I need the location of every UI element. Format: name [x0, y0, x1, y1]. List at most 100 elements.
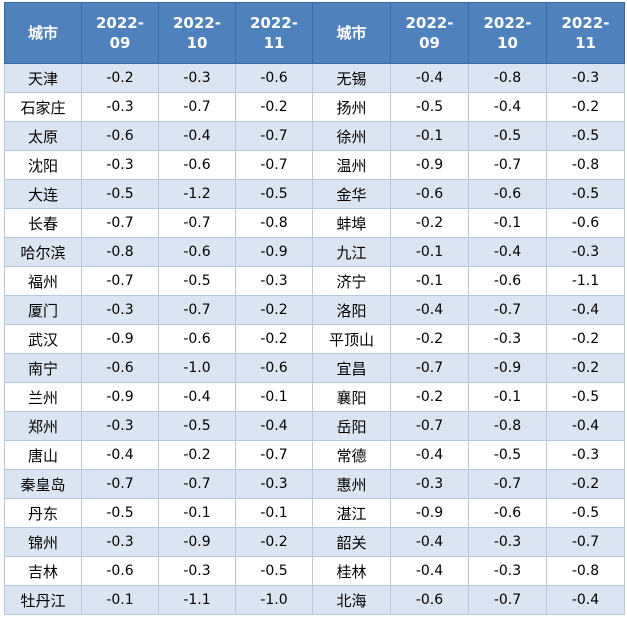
value-cell-left-1: -0.6	[81, 556, 159, 586]
value-cell-right-2: -0.1	[468, 208, 547, 238]
city-cell-right: 蚌埠	[312, 208, 391, 238]
value-cell-right-2: -0.9	[468, 353, 547, 383]
value-cell-left-1: -0.4	[81, 440, 159, 470]
city-cell-left: 厦门	[4, 295, 82, 325]
table-row: 天津 -0.2 -0.3 -0.6 无锡 -0.4 -0.8 -0.3	[4, 63, 625, 93]
value-cell-right-2: -0.6	[468, 179, 547, 209]
value-cell-left-3: -0.5	[235, 179, 313, 209]
value-cell-left-2: -1.1	[158, 585, 236, 615]
value-cell-right-3: -0.2	[546, 324, 625, 354]
city-cell-right: 扬州	[312, 92, 391, 122]
city-cell-left: 锦州	[4, 527, 82, 557]
value-cell-left-2: -0.7	[158, 295, 236, 325]
value-cell-right-1: -0.6	[390, 179, 469, 209]
city-cell-left: 武汉	[4, 324, 82, 354]
price-change-table-container: 城市 2022- 09 2022- 10 2022- 11 城市 2022- 09 20…	[4, 2, 625, 618]
value-cell-left-1: -0.8	[81, 237, 159, 267]
value-cell-right-2: -0.6	[468, 266, 547, 296]
table-row: 兰州 -0.9 -0.4 -0.1 襄阳 -0.2 -0.1 -0.5	[4, 382, 625, 412]
header-city-left: 城市	[4, 2, 82, 64]
city-cell-left: 丹东	[4, 498, 82, 528]
value-cell-right-1: -0.7	[390, 353, 469, 383]
value-cell-left-2: -0.6	[158, 237, 236, 267]
city-cell-right: 洛阳	[312, 295, 391, 325]
value-cell-right-2: -0.4	[468, 237, 547, 267]
value-cell-right-3: -0.5	[546, 382, 625, 412]
value-cell-right-1: -0.4	[390, 63, 469, 93]
value-cell-right-1: -0.4	[390, 295, 469, 325]
value-cell-left-2: -0.3	[158, 63, 236, 93]
value-cell-right-3: -0.3	[546, 63, 625, 93]
table-row: 石家庄 -0.3 -0.7 -0.2 扬州 -0.5 -0.4 -0.2	[4, 92, 625, 122]
value-cell-right-3: -0.4	[546, 411, 625, 441]
table-row: 太原 -0.6 -0.4 -0.7 徐州 -0.1 -0.5 -0.5	[4, 121, 625, 151]
value-cell-right-3: -0.3	[546, 237, 625, 267]
value-cell-right-1: -0.2	[390, 208, 469, 238]
city-cell-left: 太原	[4, 121, 82, 151]
value-cell-left-1: -0.9	[81, 324, 159, 354]
value-cell-left-3: -0.7	[235, 121, 313, 151]
value-cell-left-2: -0.7	[158, 92, 236, 122]
city-cell-left: 南宁	[4, 353, 82, 383]
value-cell-left-3: -0.3	[235, 469, 313, 499]
value-cell-right-2: -0.7	[468, 469, 547, 499]
value-cell-right-3: -0.5	[546, 121, 625, 151]
value-cell-left-1: -0.5	[81, 179, 159, 209]
table-row: 牡丹江 -0.1 -1.1 -1.0 北海 -0.6 -0.7 -0.4	[4, 585, 625, 615]
city-cell-right: 韶关	[312, 527, 391, 557]
value-cell-left-1: -0.7	[81, 208, 159, 238]
value-cell-right-3: -0.3	[546, 440, 625, 470]
value-cell-left-1: -0.5	[81, 498, 159, 528]
value-cell-left-1: -0.3	[81, 527, 159, 557]
city-cell-left: 沈阳	[4, 150, 82, 180]
table-row: 哈尔滨 -0.8 -0.6 -0.9 九江 -0.1 -0.4 -0.3	[4, 237, 625, 267]
value-cell-right-3: -0.2	[546, 353, 625, 383]
city-cell-right: 常德	[312, 440, 391, 470]
table-row: 南宁 -0.6 -1.0 -0.6 宜昌 -0.7 -0.9 -0.2	[4, 353, 625, 383]
value-cell-right-1: -0.3	[390, 469, 469, 499]
value-cell-left-3: -0.8	[235, 208, 313, 238]
table-row: 唐山 -0.4 -0.2 -0.7 常德 -0.4 -0.5 -0.3	[4, 440, 625, 470]
table-row: 丹东 -0.5 -0.1 -0.1 湛江 -0.9 -0.6 -0.5	[4, 498, 625, 528]
table-row: 吉林 -0.6 -0.3 -0.5 桂林 -0.4 -0.3 -0.8	[4, 556, 625, 586]
city-cell-right: 平顶山	[312, 324, 391, 354]
city-cell-right: 襄阳	[312, 382, 391, 412]
value-cell-left-3: -0.4	[235, 411, 313, 441]
value-cell-left-1: -0.3	[81, 150, 159, 180]
city-cell-right: 徐州	[312, 121, 391, 151]
value-cell-right-3: -0.4	[546, 295, 625, 325]
header-month-left-1: 2022- 09	[81, 2, 159, 64]
value-cell-right-2: -0.6	[468, 498, 547, 528]
value-cell-left-3: -0.2	[235, 92, 313, 122]
city-cell-right: 惠州	[312, 469, 391, 499]
value-cell-right-1: -0.2	[390, 324, 469, 354]
city-cell-left: 郑州	[4, 411, 82, 441]
value-cell-left-1: -0.3	[81, 92, 159, 122]
table-row: 福州 -0.7 -0.5 -0.3 济宁 -0.1 -0.6 -1.1	[4, 266, 625, 296]
header-city-right: 城市	[312, 2, 391, 64]
value-cell-right-3: -0.2	[546, 92, 625, 122]
city-cell-left: 秦皇岛	[4, 469, 82, 499]
table-row: 长春 -0.7 -0.7 -0.8 蚌埠 -0.2 -0.1 -0.6	[4, 208, 625, 238]
value-cell-left-1: -0.3	[81, 295, 159, 325]
table-row: 秦皇岛 -0.7 -0.7 -0.3 惠州 -0.3 -0.7 -0.2	[4, 469, 625, 499]
city-cell-left: 天津	[4, 63, 82, 93]
table-row: 锦州 -0.3 -0.9 -0.2 韶关 -0.4 -0.3 -0.7	[4, 527, 625, 557]
value-cell-right-2: -0.1	[468, 382, 547, 412]
value-cell-left-1: -0.9	[81, 382, 159, 412]
value-cell-left-2: -0.4	[158, 121, 236, 151]
value-cell-left-2: -0.4	[158, 382, 236, 412]
value-cell-left-3: -0.2	[235, 324, 313, 354]
table-row: 武汉 -0.9 -0.6 -0.2 平顶山 -0.2 -0.3 -0.2	[4, 324, 625, 354]
value-cell-left-2: -0.7	[158, 208, 236, 238]
value-cell-left-2: -1.0	[158, 353, 236, 383]
value-cell-right-1: -0.7	[390, 411, 469, 441]
value-cell-right-1: -0.5	[390, 92, 469, 122]
value-cell-right-2: -0.5	[468, 440, 547, 470]
value-cell-left-2: -0.5	[158, 411, 236, 441]
value-cell-left-3: -0.6	[235, 63, 313, 93]
value-cell-right-2: -0.3	[468, 527, 547, 557]
value-cell-left-2: -1.2	[158, 179, 236, 209]
value-cell-left-1: -0.3	[81, 411, 159, 441]
value-cell-right-1: -0.2	[390, 382, 469, 412]
